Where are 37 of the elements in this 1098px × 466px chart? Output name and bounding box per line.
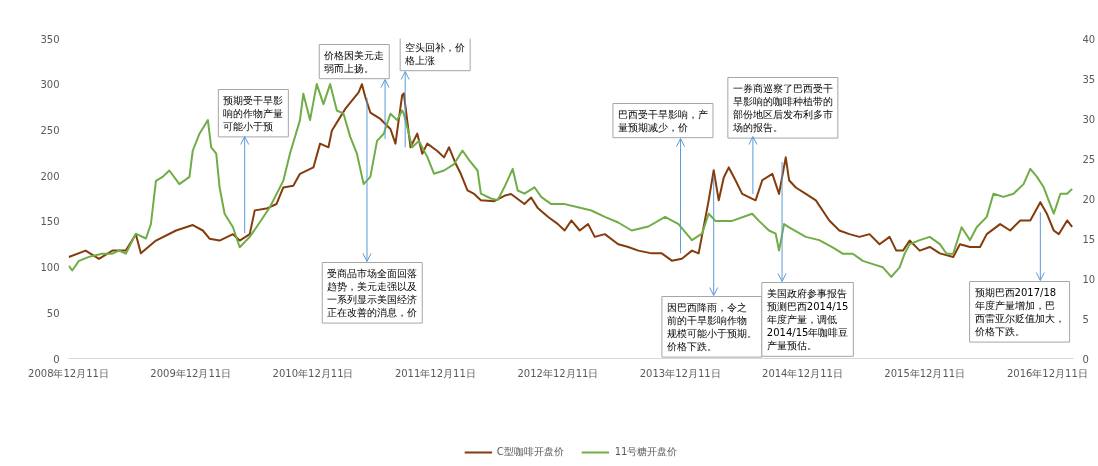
annotation: 价格因美元走弱而上扬。 xyxy=(323,49,385,74)
y2-tick-label: 20 xyxy=(1082,193,1096,205)
x-tick-label: 2013年12月11日 xyxy=(639,367,721,379)
y-tick-label: 350 xyxy=(40,33,60,45)
x-tick-label: 2014年12月11日 xyxy=(762,367,843,379)
legend-label: 11号糖开盘价 xyxy=(614,445,678,459)
x-tick-label: 2011年12月11日 xyxy=(394,367,476,379)
y-tick-label: 150 xyxy=(40,216,60,228)
x-tick-label: 2015年12月11日 xyxy=(884,367,966,379)
x-tick-label: 2008年12月11日 xyxy=(28,367,109,379)
y-tick-label: 100 xyxy=(40,262,60,274)
annotation: 一券商巡察了巴西受干旱影响的咖啡种植带的部份地区后发布利多市场的报告。 xyxy=(731,82,833,134)
annotation: 预期受干旱影响的作物产量可能小于预 xyxy=(223,94,284,132)
y-tick-label: 300 xyxy=(40,79,60,91)
y2-tick-label: 0 xyxy=(1082,353,1089,365)
y2-tick-label: 5 xyxy=(1082,313,1089,325)
x-tick-label: 2016年12月11日 xyxy=(1006,367,1088,379)
y-tick-label: 0 xyxy=(53,353,60,365)
x-tick-label: 2009年12月11日 xyxy=(150,367,232,379)
annotation: 预期巴西2017/18年度产量增加，巴西雷亚尔贬值加大，价格下跌。 xyxy=(973,286,1065,338)
annotation: 受商品市场全面回落趋势，美元走强以及一系列显示美国经济正在改善的消息，价 xyxy=(327,267,418,319)
annotation: 美国政府参事报告预测巴西2014/15年度产量，调低2014/15年咖啡豆产量预估。 xyxy=(766,287,849,352)
y-tick-label: 50 xyxy=(46,307,60,319)
y2-tick-label: 15 xyxy=(1082,233,1096,245)
y2-tick-label: 40 xyxy=(1082,33,1096,45)
y2-tick-label: 25 xyxy=(1082,153,1096,165)
x-tick-label: 2012年12月11日 xyxy=(517,367,599,379)
annotation: 巴西受干旱影响，产量预期减少，价 xyxy=(617,108,708,133)
legend-label: C型咖啡开盘价 xyxy=(496,445,564,459)
y-tick-label: 200 xyxy=(40,170,60,182)
y-tick-label: 250 xyxy=(40,124,60,136)
x-tick-label: 2010年12月11日 xyxy=(272,367,354,379)
annotation: 空头回补，价格上涨 xyxy=(404,41,466,66)
y2-tick-label: 35 xyxy=(1082,73,1096,85)
annotation: 因巴西降雨，令之前的干旱影响作物规模可能小于预期。价格下跌。 xyxy=(665,301,757,353)
y2-tick-label: 30 xyxy=(1082,113,1096,125)
y2-tick-label: 10 xyxy=(1082,273,1096,285)
